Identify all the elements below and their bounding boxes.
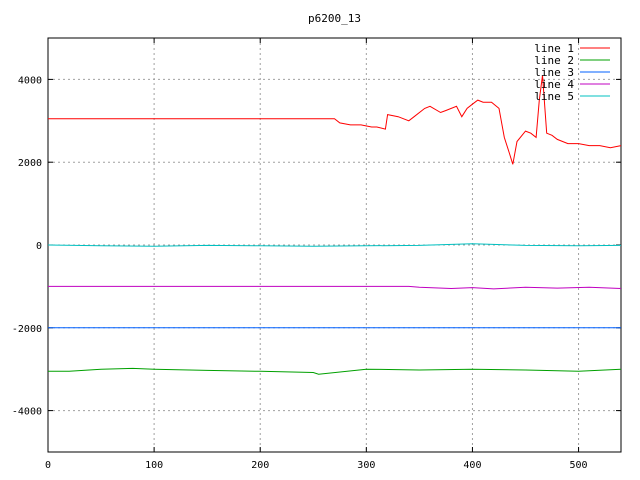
series-lines [47, 75, 622, 375]
axis-ticks: 0 100 200 300 400 500 -4000 -2000 0 2000 4000 [12, 38, 621, 471]
x-tick-label: 100 [145, 460, 163, 471]
series-line-2 [48, 367, 622, 375]
y-tick-label: 0 [36, 241, 42, 252]
x-tick-label: 400 [463, 460, 481, 471]
x-tick-label: 300 [357, 460, 375, 471]
legend-label-2: line 2 [534, 54, 574, 67]
series-line-1 [48, 75, 622, 165]
y-tick-label: -4000 [12, 407, 42, 418]
series-line-4 [48, 285, 622, 290]
y-tick-label: -2000 [12, 324, 42, 335]
legend-label-1: line 1 [534, 42, 574, 55]
chart-title: p6200_13 [308, 12, 361, 25]
y-tick-label: 4000 [18, 75, 42, 86]
series-line-5 [47, 243, 622, 247]
legend-label-5: line 5 [534, 90, 574, 103]
x-tick-label: 500 [570, 460, 588, 471]
x-tick-label: 0 [45, 460, 51, 471]
legend-label-3: line 3 [534, 66, 574, 79]
legend-label-4: line 4 [534, 78, 574, 91]
y-tick-label: 2000 [18, 158, 42, 169]
x-tick-label: 200 [251, 460, 269, 471]
